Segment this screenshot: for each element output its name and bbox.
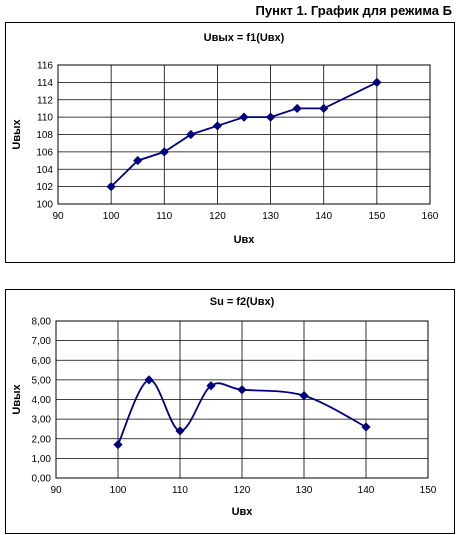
y-tick-label: 100 xyxy=(36,200,53,211)
chart-title: Uвых = f1(Uвх) xyxy=(204,32,285,44)
data-point xyxy=(159,147,169,157)
chart-f2: 90 100 110 120 130 140 150 0,00 1,00 2,00 3,00 4,00… xyxy=(11,296,437,518)
x-axis-title: Uвх xyxy=(232,506,254,518)
x-tick-label: 100 xyxy=(110,485,127,496)
data-point xyxy=(206,381,216,391)
data-point xyxy=(186,129,196,140)
data-point xyxy=(292,103,302,114)
chart-title: Su = f2(Uвх) xyxy=(210,296,275,308)
series-line xyxy=(110,81,378,188)
chart-panel-f1: 90 100 110 120 130 140 150 160 100 102 104 106 108 11… xyxy=(5,22,455,263)
chart-f1: 90 100 110 120 130 140 150 16010010210410610811… xyxy=(11,32,439,246)
x-tick-label: 150 xyxy=(420,485,437,496)
data-point xyxy=(144,375,154,385)
x-tick-label: 90 xyxy=(50,485,62,496)
y-tick-label: 2,00 xyxy=(32,434,52,445)
data-point xyxy=(265,112,276,122)
data-point xyxy=(361,422,371,432)
y-tick-label: 106 xyxy=(36,147,53,158)
data-point xyxy=(237,385,247,395)
x-tick-label: 130 xyxy=(296,485,313,496)
y-tick-label: 5,00 xyxy=(32,375,52,386)
chart-panel-f2: 90 100 110 120 130 140 150 0,00 1,00 2,00 3,00 4,00… xyxy=(5,289,455,534)
y-tick-label: 8,00 xyxy=(32,317,52,328)
x-tick-label: 110 xyxy=(172,485,188,496)
x-tick-label: 140 xyxy=(358,485,375,496)
y-axis-title: Uвых xyxy=(11,384,23,415)
y-tick-label: 110 xyxy=(37,113,53,124)
y-tick-label: 0,00 xyxy=(32,474,52,485)
y-tick-label: 7,00 xyxy=(32,336,52,347)
y-tick-label: 4,00 xyxy=(32,395,52,406)
x-tick-label: 160 xyxy=(422,211,439,222)
y-tick-label: 112 xyxy=(37,95,53,106)
y-tick-label: 108 xyxy=(36,130,53,141)
y-tick-label: 104 xyxy=(36,165,53,176)
y-tick-label: 1,00 xyxy=(32,454,52,465)
y-axis-title: Uвых xyxy=(11,119,23,150)
data-point xyxy=(113,440,123,450)
x-tick-label: 150 xyxy=(369,211,386,222)
x-axis-title: Uвх xyxy=(234,234,256,246)
data-point xyxy=(106,182,116,192)
x-tick-label: 90 xyxy=(52,211,64,222)
x-tick-label: 100 xyxy=(103,211,120,222)
y-tick-label: 3,00 xyxy=(32,415,52,426)
data-point xyxy=(175,426,185,436)
y-tick-label: 102 xyxy=(36,182,53,193)
data-point xyxy=(239,112,249,122)
data-point xyxy=(299,390,309,401)
x-tick-label: 110 xyxy=(156,211,172,222)
y-tick-label: 116 xyxy=(37,61,53,72)
x-tick-label: 140 xyxy=(315,211,332,222)
y-tick-label: 6,00 xyxy=(32,356,52,367)
data-point xyxy=(372,77,382,87)
data-point xyxy=(319,103,329,114)
data-point xyxy=(212,121,223,131)
page-heading: Пункт 1. График для режима Б xyxy=(255,3,452,18)
x-tick-label: 130 xyxy=(262,211,279,222)
x-tick-label: 120 xyxy=(234,485,251,496)
data-point xyxy=(133,155,143,166)
x-tick-label: 120 xyxy=(209,211,226,222)
y-tick-label: 114 xyxy=(37,78,53,89)
